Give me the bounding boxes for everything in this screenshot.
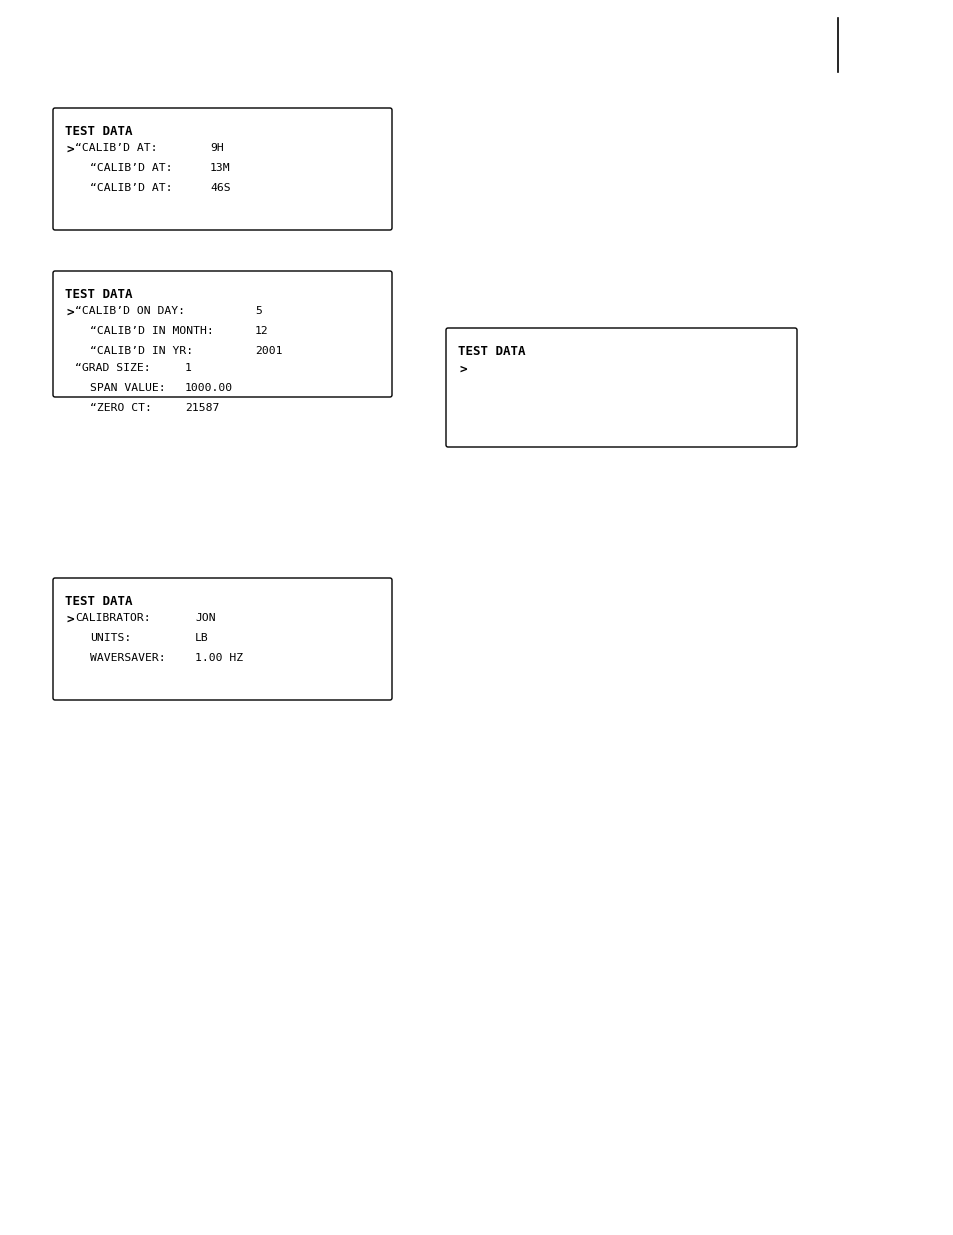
Text: WAVERSAVER:: WAVERSAVER: [90, 653, 166, 663]
FancyBboxPatch shape [53, 107, 392, 230]
Text: “CALIB’D ON DAY:: “CALIB’D ON DAY: [75, 306, 185, 316]
Text: “CALIB’D IN MONTH:: “CALIB’D IN MONTH: [90, 326, 213, 336]
Text: 5: 5 [254, 306, 262, 316]
Text: SPAN VALUE:: SPAN VALUE: [90, 383, 166, 393]
Text: 13M: 13M [210, 163, 231, 173]
FancyBboxPatch shape [446, 329, 796, 447]
Text: >: > [67, 143, 74, 156]
Text: 1000.00: 1000.00 [185, 383, 233, 393]
Text: LB: LB [194, 634, 209, 643]
Text: TEST DATA: TEST DATA [65, 595, 132, 608]
Text: “CALIB’D AT:: “CALIB’D AT: [90, 183, 172, 193]
Text: “CALIB’D AT:: “CALIB’D AT: [75, 143, 157, 153]
Text: 12: 12 [254, 326, 269, 336]
Text: >: > [459, 363, 467, 375]
Text: UNITS:: UNITS: [90, 634, 132, 643]
Text: “CALIB’D AT:: “CALIB’D AT: [90, 163, 172, 173]
Text: “CALIB’D IN YR:: “CALIB’D IN YR: [90, 346, 193, 356]
Text: 2001: 2001 [254, 346, 282, 356]
FancyBboxPatch shape [53, 578, 392, 700]
Text: >: > [67, 306, 74, 319]
Text: >: > [67, 613, 74, 626]
Text: 46S: 46S [210, 183, 231, 193]
Text: “GRAD SIZE:: “GRAD SIZE: [75, 363, 151, 373]
Text: TEST DATA: TEST DATA [457, 345, 525, 358]
Text: 21587: 21587 [185, 403, 219, 412]
Text: 1: 1 [185, 363, 192, 373]
Text: 9H: 9H [210, 143, 224, 153]
Text: CALIBRATOR:: CALIBRATOR: [75, 613, 151, 622]
Text: “ZERO CT:: “ZERO CT: [90, 403, 152, 412]
Text: 1.00 HZ: 1.00 HZ [194, 653, 243, 663]
Text: JON: JON [194, 613, 215, 622]
Text: TEST DATA: TEST DATA [65, 288, 132, 301]
Text: TEST DATA: TEST DATA [65, 125, 132, 138]
FancyBboxPatch shape [53, 270, 392, 396]
